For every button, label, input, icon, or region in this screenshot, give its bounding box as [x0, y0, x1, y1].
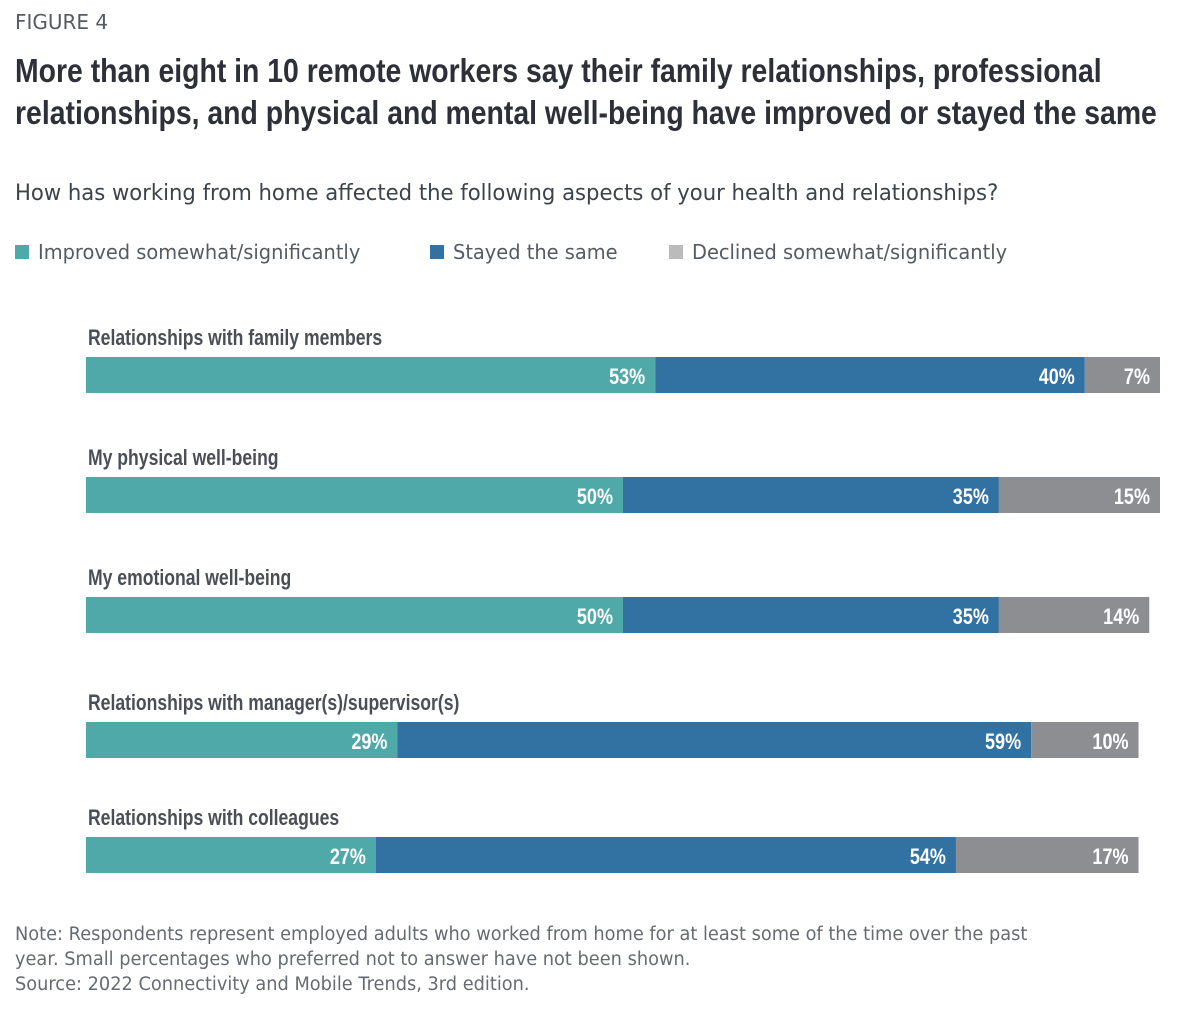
legend-label-same: Stayed the same [453, 240, 618, 264]
note-line-2: year. Small percentages who preferred no… [15, 949, 691, 970]
data-label: 59% [985, 730, 1021, 754]
bar-segment [955, 837, 1139, 873]
data-label: 53% [609, 365, 645, 389]
bar-segment [86, 477, 623, 513]
bar-segment [655, 357, 1085, 393]
legend-item-same: Stayed the same [430, 240, 623, 264]
note-line-1: Note: Respondents represent employed adu… [15, 924, 1028, 945]
bar-segment [998, 477, 1160, 513]
data-label: 50% [577, 485, 613, 509]
data-label: 50% [577, 605, 613, 629]
data-label: 54% [910, 845, 946, 869]
data-label: 10% [1092, 730, 1128, 754]
data-label: 40% [1039, 365, 1075, 389]
legend-swatch-same [430, 245, 444, 259]
bar-segment [86, 357, 656, 393]
chart-notes: Note: Respondents represent employed adu… [15, 922, 1175, 997]
chart-subtitle: How has working from home affected the f… [15, 180, 999, 206]
bar-segment [375, 837, 956, 873]
data-label: 17% [1092, 845, 1128, 869]
bar-segment [86, 722, 398, 758]
note-line-3: Source: 2022 Connectivity and Mobile Tre… [15, 974, 530, 995]
bar-segment [397, 722, 1032, 758]
bar-segment [998, 597, 1150, 633]
data-label: 27% [330, 845, 366, 869]
bar-segment [86, 597, 623, 633]
category-label: My emotional well-being [88, 566, 291, 590]
data-label: 35% [953, 605, 989, 629]
bar-segment [86, 837, 376, 873]
legend-label-improved: Improved somewhat/significantly [38, 240, 361, 264]
category-label: Relationships with colleagues [88, 806, 339, 830]
legend-item-declined: Declined somewhat/significantly [669, 240, 1017, 264]
stacked-bar-chart: Relationships with family members 53% 40% 7… [86, 326, 1160, 873]
figure-label: FIGURE 4 [15, 10, 109, 34]
data-label: 15% [1114, 485, 1150, 509]
category-label: Relationships with family members [88, 326, 382, 350]
legend-swatch-declined [669, 245, 683, 259]
category-label: My physical well-being [88, 446, 279, 470]
legend-swatch-improved [15, 245, 29, 259]
category-label: Relationships with manager(s)/supervisor… [88, 691, 459, 715]
data-label: 35% [953, 485, 989, 509]
data-label: 7% [1124, 365, 1150, 389]
chart-title: More than eight in 10 remote workers say… [15, 52, 1157, 131]
bar-segment [1084, 357, 1160, 393]
data-label: 29% [351, 730, 387, 754]
data-label: 14% [1103, 605, 1139, 629]
legend-item-improved: Improved somewhat/significantly [15, 240, 370, 264]
bar-segment [623, 477, 999, 513]
legend-label-declined: Declined somewhat/significantly [692, 240, 1008, 264]
bar-segment [1031, 722, 1139, 758]
bar-segment [623, 597, 999, 633]
